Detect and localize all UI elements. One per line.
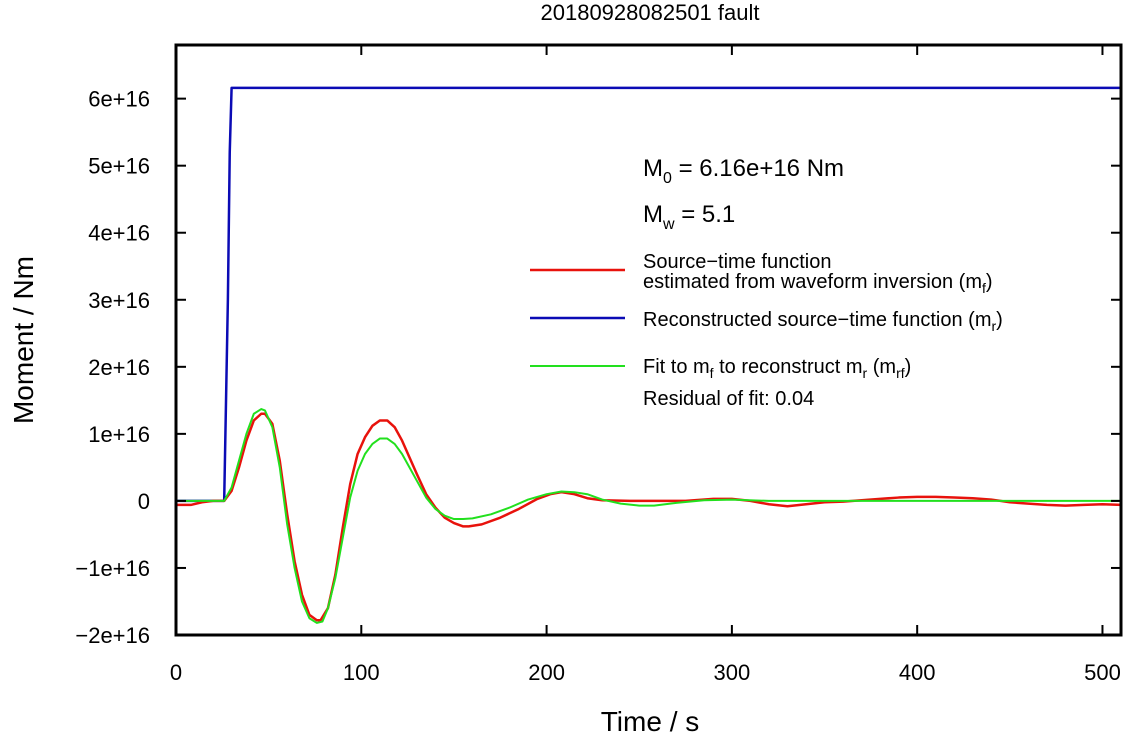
series-mrf-line — [176, 408, 1121, 624]
y-axis-title: Moment / Nm — [8, 256, 39, 424]
legend-label-mf-line1: Source−time function — [643, 251, 831, 273]
x-tick-label: 300 — [714, 660, 751, 685]
x-axis: 0 100 200 300 400 500 — [170, 45, 1121, 685]
m0-annotation: M0 = 6.16e+16 Nm — [643, 155, 844, 187]
legend: Source−time function estimated from wave… — [530, 251, 1003, 410]
y-tick-label: 2e+16 — [88, 355, 150, 380]
series-layer — [176, 86, 1122, 624]
y-tick-label: 0 — [138, 489, 150, 514]
y-tick-label: 6e+16 — [88, 87, 150, 112]
y-tick-label: 5e+16 — [88, 154, 150, 179]
residual-annotation: Residual of fit: 0.04 — [643, 388, 814, 410]
series-mr-line — [176, 86, 1121, 503]
series-mf-line — [176, 412, 1122, 622]
legend-label-mrf: Fit to mf to reconstruct mr (mrf) — [643, 356, 911, 381]
x-tick-label: 100 — [343, 660, 380, 685]
x-tick-label: 500 — [1084, 660, 1121, 685]
x-tick-label: 400 — [899, 660, 936, 685]
plot-frame — [174, 43, 1123, 637]
x-tick-label: 200 — [528, 660, 565, 685]
chart-title: 20180928082501 fault — [541, 0, 760, 25]
y-axis: −2e+16 −1e+16 0 1e+16 2e+16 3e+16 4e+16 5e+16 6e… — [75, 87, 1121, 648]
mw-annotation: Mw = 5.1 — [643, 201, 735, 233]
legend-label-mf-line2: estimated from waveform inversion (mf) — [643, 271, 993, 296]
y-tick-label: 1e+16 — [88, 422, 150, 447]
x-axis-title: Time / s — [601, 706, 700, 736]
y-tick-label: 4e+16 — [88, 221, 150, 246]
y-tick-label: −2e+16 — [75, 623, 150, 648]
y-tick-label: 3e+16 — [88, 288, 150, 313]
x-tick-label: 0 — [170, 660, 182, 685]
y-tick-label: −1e+16 — [75, 556, 150, 581]
legend-label-mr: Reconstructed source−time function (mr) — [643, 309, 1003, 334]
